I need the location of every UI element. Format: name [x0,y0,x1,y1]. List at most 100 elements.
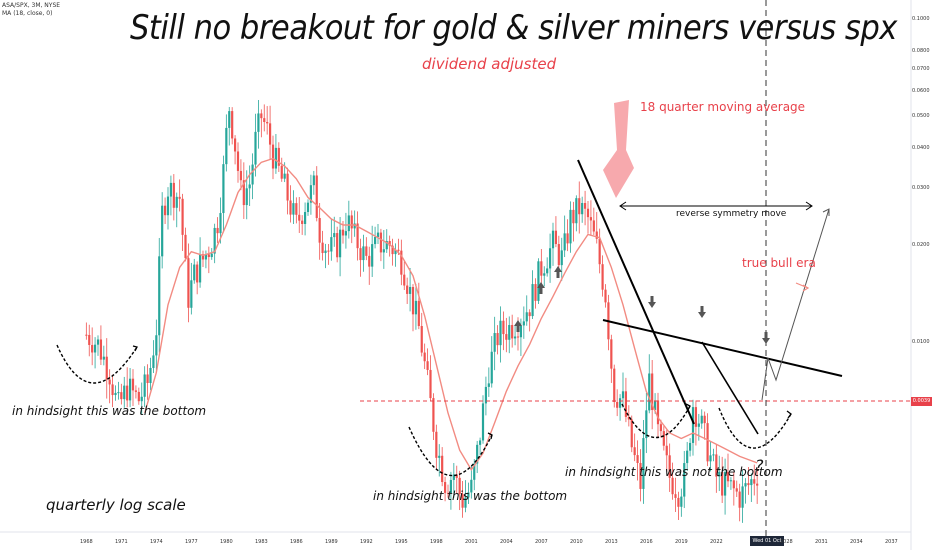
candle-body [741,486,744,508]
candle-body [99,339,103,360]
candle-body [254,131,257,165]
candle-body [353,223,356,229]
x-tick-label: 2010 [569,539,583,545]
candle-body [222,164,225,214]
candle-body [747,483,750,486]
candle-body [613,368,616,403]
bull-era-arrowhead [802,284,810,292]
candle-body [551,230,555,249]
candle-body [341,229,345,236]
y-tick-label: 0.0100 [912,338,930,345]
trendline-down-2 [701,341,759,435]
current-price-tag: 0.0039 [911,397,932,406]
candle-body [289,200,292,215]
arc-arrowhead [487,432,493,440]
candle-body [88,334,91,345]
candle-body [715,454,718,477]
candle-body [735,488,738,492]
candle-body [560,250,563,266]
candle-body [411,286,415,315]
candle-body [336,233,339,258]
candle-body [618,398,622,408]
candle-body [161,205,164,257]
candle-body [513,336,517,339]
down-arrow-marker [648,296,656,308]
candle-body [572,209,575,224]
not-bottom-note: in hindsight this was not the bottom [565,465,783,479]
candle-body [694,407,698,427]
candle-body [406,285,409,294]
symmetry-arrow-left [619,201,627,211]
candle-body [210,253,213,258]
candle-body [706,423,709,462]
candle-body [324,250,327,254]
x-tick-label: 2034 [849,539,863,545]
candle-body [158,256,161,336]
candle-body [373,237,377,245]
candle-body [102,356,105,360]
candle-body [365,246,368,256]
candle-body [703,415,706,424]
candle-body [403,274,406,286]
candle-body [178,196,181,199]
up-arrow-marker [537,282,545,294]
candle-body [417,300,420,327]
x-tick-label: 2031 [814,539,828,545]
candle-body [268,123,272,145]
candle-body [721,471,724,496]
candle-body [519,325,523,338]
x-tick-label: 1989 [324,539,338,545]
candle-body [263,118,266,123]
candle-body [143,374,146,397]
symmetry-arrow-right [805,201,813,211]
candle-body [429,369,432,399]
candle-body [251,164,254,185]
candle-body [394,249,397,255]
candle-body [537,261,540,301]
candle-body [435,431,438,458]
candle-body [668,455,671,478]
candle-body [490,351,493,384]
scale-note: quarterly log scale [46,496,186,514]
candle-body [193,264,196,281]
arc-arrowhead [786,410,792,419]
candle-body [744,483,747,487]
symmetry-annotation: reverse symmetry move [676,209,787,219]
candle-body [723,472,727,496]
candle-body [382,249,385,253]
x-tick-label: 1983 [254,539,268,545]
candle-body [581,203,584,215]
candle-body [645,410,648,439]
candle-body [344,231,348,236]
x-tick-label: 1974 [149,539,163,545]
candle-body [233,138,237,152]
candle-body [219,213,222,234]
drawings [56,0,910,550]
candle-body [621,391,625,399]
candle-body [443,482,447,493]
candle-body [260,113,263,119]
candle-body [598,238,601,265]
candle-body [476,444,479,464]
candle-body [563,233,566,251]
candle-body [309,185,313,203]
candle-body [379,232,383,253]
candle-body [248,184,251,189]
candle-body [140,396,143,402]
candle-body [330,237,333,252]
candle-body [531,284,534,317]
candle-body [321,242,324,254]
candle-body [371,244,374,267]
candle-body [441,455,444,483]
candle-body [96,339,100,345]
candle-body [391,245,394,255]
candle-body [301,220,304,224]
candle-body [484,386,488,404]
candle-body [213,227,216,254]
candle-body [105,356,108,380]
x-tick-label: 1995 [394,539,408,545]
candle-body [473,463,476,480]
candle-body [274,147,278,169]
candle-body [257,113,260,132]
